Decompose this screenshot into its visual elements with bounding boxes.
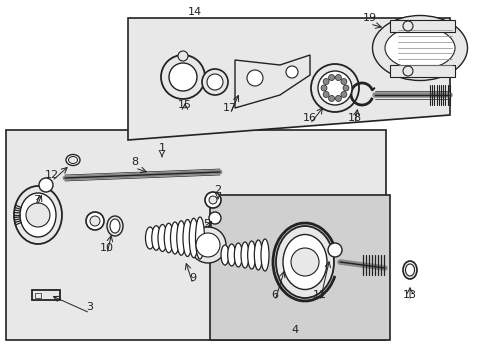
- Text: 6: 6: [271, 290, 278, 300]
- Circle shape: [196, 233, 220, 257]
- Ellipse shape: [227, 244, 235, 266]
- Polygon shape: [235, 55, 309, 108]
- Ellipse shape: [275, 226, 333, 298]
- Bar: [389, 20, 454, 32]
- Ellipse shape: [14, 186, 62, 244]
- Circle shape: [317, 71, 351, 105]
- Text: 2: 2: [214, 185, 221, 195]
- Ellipse shape: [405, 264, 414, 276]
- Circle shape: [190, 227, 225, 263]
- Ellipse shape: [234, 243, 242, 267]
- Circle shape: [402, 21, 412, 31]
- Text: 16: 16: [303, 113, 316, 123]
- Text: 12: 12: [45, 170, 59, 180]
- Circle shape: [169, 63, 197, 91]
- Text: 17: 17: [223, 103, 237, 113]
- Ellipse shape: [221, 245, 228, 265]
- Circle shape: [208, 212, 221, 224]
- Circle shape: [90, 216, 100, 226]
- Ellipse shape: [195, 217, 204, 259]
- Bar: [209, 195, 389, 340]
- Circle shape: [335, 75, 341, 81]
- Text: 9: 9: [189, 273, 196, 283]
- Circle shape: [86, 212, 104, 230]
- Text: 13: 13: [402, 290, 416, 300]
- Circle shape: [402, 66, 412, 76]
- Ellipse shape: [283, 234, 326, 289]
- Circle shape: [204, 192, 221, 208]
- Text: 11: 11: [312, 290, 326, 300]
- Ellipse shape: [254, 240, 262, 270]
- Ellipse shape: [164, 223, 173, 253]
- Text: 10: 10: [100, 243, 114, 253]
- Text: 19: 19: [362, 13, 376, 23]
- Text: 15: 15: [178, 100, 192, 110]
- Circle shape: [328, 95, 334, 102]
- Ellipse shape: [183, 220, 192, 257]
- Circle shape: [310, 64, 358, 112]
- Ellipse shape: [261, 239, 268, 271]
- Ellipse shape: [20, 193, 56, 237]
- Ellipse shape: [384, 27, 454, 69]
- Ellipse shape: [158, 225, 167, 252]
- Circle shape: [323, 91, 328, 98]
- Ellipse shape: [372, 15, 467, 81]
- Ellipse shape: [151, 226, 161, 250]
- Text: 3: 3: [86, 302, 93, 312]
- Bar: [389, 65, 454, 77]
- Ellipse shape: [189, 218, 198, 258]
- Text: 4: 4: [291, 325, 298, 335]
- Circle shape: [340, 78, 346, 85]
- Circle shape: [290, 248, 318, 276]
- Circle shape: [178, 51, 187, 61]
- Text: 5: 5: [203, 219, 210, 229]
- Text: 1: 1: [158, 143, 165, 153]
- Circle shape: [340, 91, 346, 98]
- Bar: [35, 293, 41, 298]
- Circle shape: [342, 85, 348, 91]
- Circle shape: [39, 178, 53, 192]
- Ellipse shape: [110, 219, 120, 233]
- Circle shape: [335, 95, 341, 102]
- Circle shape: [26, 203, 50, 227]
- Circle shape: [323, 78, 328, 85]
- Ellipse shape: [66, 154, 80, 166]
- Circle shape: [202, 69, 227, 95]
- Text: 18: 18: [347, 113, 361, 123]
- Circle shape: [161, 55, 204, 99]
- Ellipse shape: [247, 241, 255, 269]
- Polygon shape: [128, 18, 449, 140]
- Ellipse shape: [68, 157, 77, 163]
- Ellipse shape: [176, 221, 185, 255]
- Ellipse shape: [170, 222, 179, 254]
- Ellipse shape: [145, 227, 154, 249]
- Ellipse shape: [241, 242, 248, 268]
- Circle shape: [208, 196, 217, 204]
- Bar: [32, 290, 60, 300]
- Text: 7: 7: [33, 195, 41, 205]
- Circle shape: [285, 66, 297, 78]
- Ellipse shape: [107, 216, 123, 236]
- Circle shape: [206, 74, 223, 90]
- Circle shape: [328, 75, 334, 81]
- Circle shape: [320, 85, 326, 91]
- Text: 14: 14: [187, 7, 202, 17]
- Circle shape: [327, 243, 341, 257]
- Bar: [6, 130, 385, 340]
- Circle shape: [246, 70, 263, 86]
- Ellipse shape: [402, 261, 416, 279]
- Text: 8: 8: [131, 157, 138, 167]
